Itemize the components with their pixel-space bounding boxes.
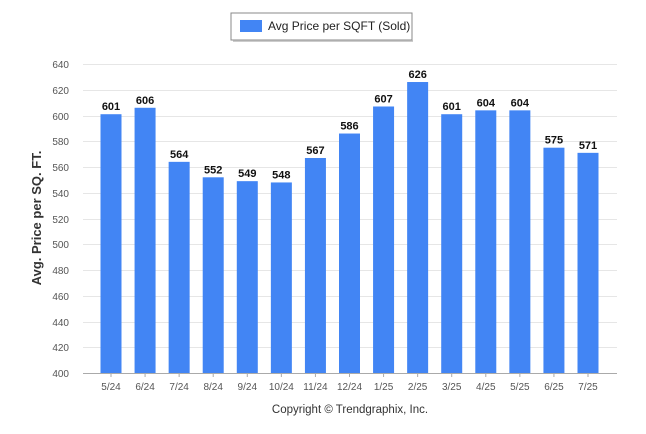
value-labels: 601 606 564 552 549 548 567 586 607 626 601 604 604 5… xyxy=(102,69,597,181)
y-tick-label: 640 xyxy=(52,60,69,71)
y-tick-label: 460 xyxy=(52,292,69,303)
x-tick-label: 6/25 xyxy=(544,382,564,393)
x-tick-label: 2/25 xyxy=(408,382,428,393)
bar xyxy=(100,114,122,374)
x-tick-label: 7/25 xyxy=(578,382,598,393)
x-tick-label: 6/24 xyxy=(135,382,155,393)
data-label: 586 xyxy=(340,121,358,133)
x-tick-label: 10/24 xyxy=(269,382,294,393)
data-label: 606 xyxy=(136,95,154,107)
data-label: 552 xyxy=(204,164,222,176)
bar xyxy=(304,157,326,373)
bar xyxy=(270,182,292,373)
legend: Avg Price per SQFT (Sold) xyxy=(230,12,413,42)
y-tick-label: 580 xyxy=(52,137,69,148)
bar xyxy=(475,110,497,373)
y-tick-label: 620 xyxy=(52,86,69,97)
x-tick-label: 1/25 xyxy=(374,382,394,393)
x-tick-label: 4/25 xyxy=(476,382,496,393)
y-tick-label: 440 xyxy=(52,318,69,329)
data-label: 604 xyxy=(477,97,496,109)
data-label: 601 xyxy=(443,101,461,113)
bar xyxy=(441,114,463,374)
data-label: 626 xyxy=(408,69,426,81)
copyright-text: Copyright © Trendgraphix, Inc. xyxy=(272,404,428,416)
bar xyxy=(202,177,224,373)
bar xyxy=(168,161,190,373)
data-label: 604 xyxy=(511,97,530,109)
y-tick-label: 400 xyxy=(52,369,69,380)
y-axis-ticks: 400 420 440 460 480 500 520 540 560 580 600 620 640 xyxy=(52,60,69,380)
data-label: 601 xyxy=(102,101,120,113)
bar xyxy=(373,106,395,374)
bar xyxy=(236,181,258,373)
y-tick-label: 480 xyxy=(52,266,69,277)
y-tick-label: 500 xyxy=(52,240,69,251)
data-label: 564 xyxy=(170,149,189,161)
legend-label: Avg Price per SQFT (Sold) xyxy=(268,19,410,33)
bar xyxy=(407,82,429,374)
bar xyxy=(134,107,156,373)
x-tick-label: 9/24 xyxy=(238,382,258,393)
y-axis-title: Avg. Price per SQ. FT. xyxy=(29,151,44,286)
x-axis-ticks: 5/24 6/24 7/24 8/24 9/24 10/24 11/24 12/24 1/25 2… xyxy=(101,373,598,393)
data-label: 607 xyxy=(374,93,392,105)
y-tick-label: 600 xyxy=(52,112,69,123)
data-label: 571 xyxy=(579,140,597,152)
y-tick-label: 520 xyxy=(52,215,69,226)
x-tick-label: 12/24 xyxy=(337,382,362,393)
y-tick-label: 420 xyxy=(52,343,69,354)
bar xyxy=(577,152,599,373)
x-tick-label: 7/24 xyxy=(169,382,189,393)
x-tick-label: 3/25 xyxy=(442,382,462,393)
x-tick-label: 5/24 xyxy=(101,382,121,393)
data-label: 549 xyxy=(238,168,256,180)
data-label: 567 xyxy=(306,145,324,157)
legend-swatch xyxy=(240,20,262,32)
x-tick-label: 5/25 xyxy=(510,382,530,393)
x-tick-label: 8/24 xyxy=(203,382,223,393)
bar xyxy=(509,110,531,373)
data-label: 575 xyxy=(545,135,563,147)
bar xyxy=(339,133,360,373)
data-label: 548 xyxy=(272,169,290,181)
bar xyxy=(543,147,565,373)
bars xyxy=(100,82,599,374)
y-tick-label: 560 xyxy=(52,163,69,174)
x-tick-label: 11/24 xyxy=(303,382,328,393)
y-tick-label: 540 xyxy=(52,189,69,200)
